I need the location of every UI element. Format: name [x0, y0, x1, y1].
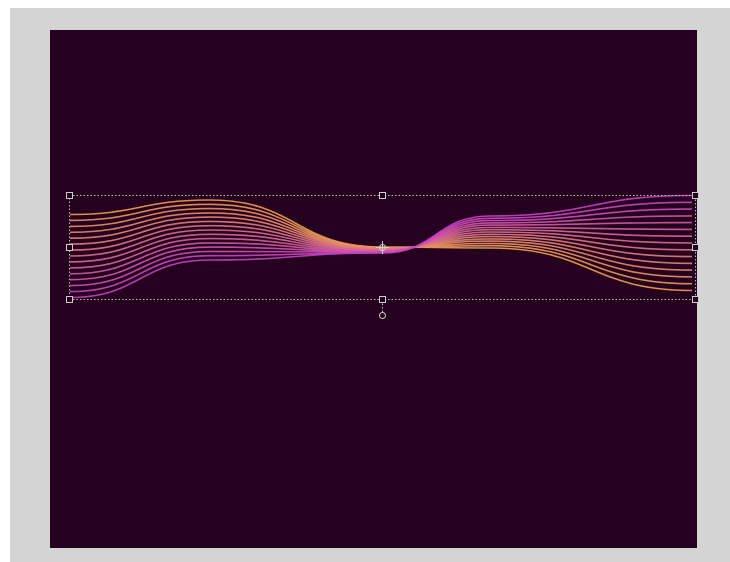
center-marker: [376, 241, 389, 254]
artboard[interactable]: [50, 30, 697, 548]
resize-handle[interactable]: [66, 296, 73, 303]
resize-handle[interactable]: [692, 244, 699, 251]
resize-handles: [66, 192, 699, 303]
resize-handle[interactable]: [692, 192, 699, 199]
resize-handle[interactable]: [379, 296, 386, 303]
rotate-handle[interactable]: [379, 312, 386, 319]
resize-handle[interactable]: [379, 192, 386, 199]
resize-handle[interactable]: [692, 296, 699, 303]
resize-handle[interactable]: [66, 244, 73, 251]
resize-handle[interactable]: [66, 192, 73, 199]
